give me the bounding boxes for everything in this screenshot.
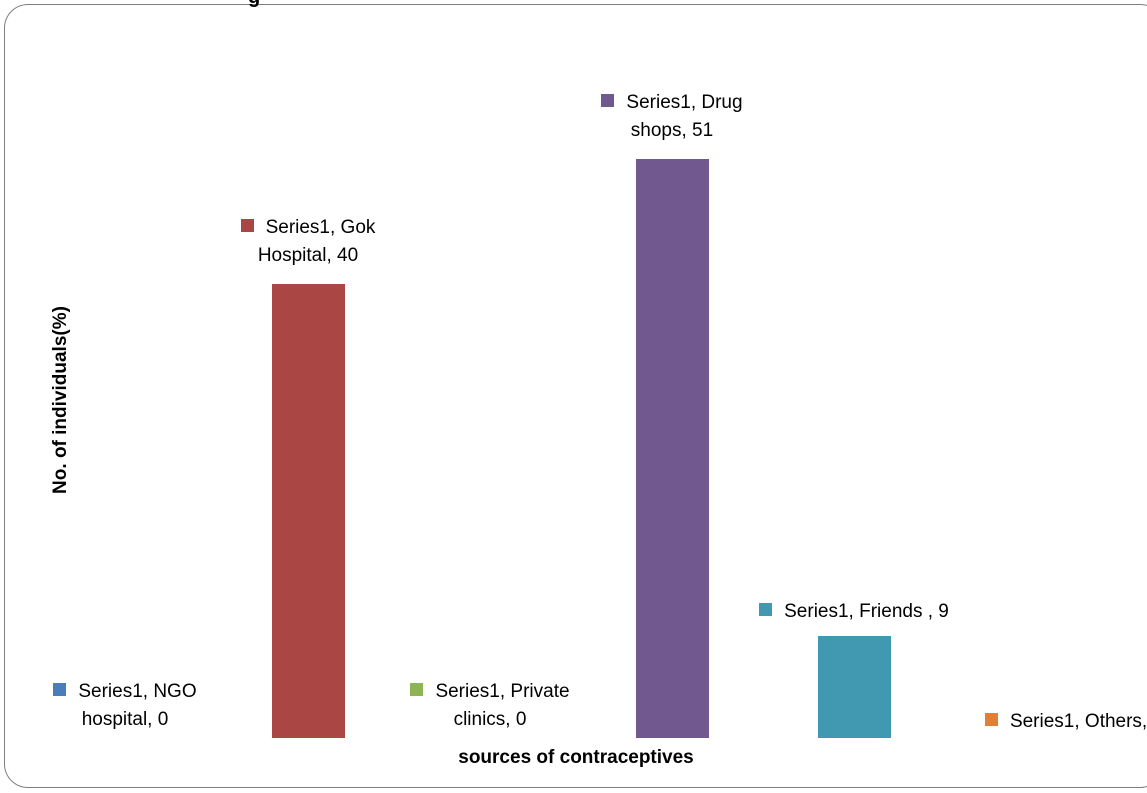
data-label: Series1, Friends , 9 (729, 598, 979, 626)
data-label: Series1, Others, 0 (959, 708, 1147, 736)
data-label-line1: Series1, NGO (78, 681, 197, 702)
data-label: Series1, Gok Hospital, 40 (213, 214, 403, 270)
data-label-line1: Series1, Others, 0 (1009, 711, 1147, 732)
data-label-line2: hospital, 0 (81, 709, 169, 730)
bar-drug-shops (635, 158, 709, 738)
data-label-line1: Series1, Private (435, 681, 570, 702)
legend-key-swatch (410, 683, 424, 696)
data-label-line1: Series1, Drug (626, 91, 743, 113)
data-label-line1: Series1, Friends , 9 (784, 600, 949, 622)
x-axis-label: sources of contraceptives (458, 747, 694, 768)
legend-key-swatch (601, 93, 615, 107)
bar-gok-hospital (271, 283, 345, 738)
data-label-line2: clinics, 0 (453, 709, 527, 730)
data-label: Series1, Private clinics, 0 (380, 678, 600, 734)
legend-key-swatch (240, 218, 254, 232)
data-label: Series1, NGO hospital, 0 (30, 678, 220, 734)
data-label-line2: shops, 51 (630, 119, 714, 141)
legend-key-swatch (759, 602, 773, 616)
legend-key-swatch (53, 683, 67, 696)
data-label-line2: Hospital, 40 (257, 244, 359, 266)
data-label-line1: Series1, Gok (265, 216, 376, 238)
top-text-fragment: g (248, 0, 260, 9)
chart-frame (4, 4, 1147, 788)
bar-friends (817, 635, 891, 738)
legend-key-swatch (984, 713, 998, 726)
y-axis-label: No. of individuals(%) (50, 306, 71, 494)
data-label: Series1, Drug shops, 51 (577, 89, 767, 145)
